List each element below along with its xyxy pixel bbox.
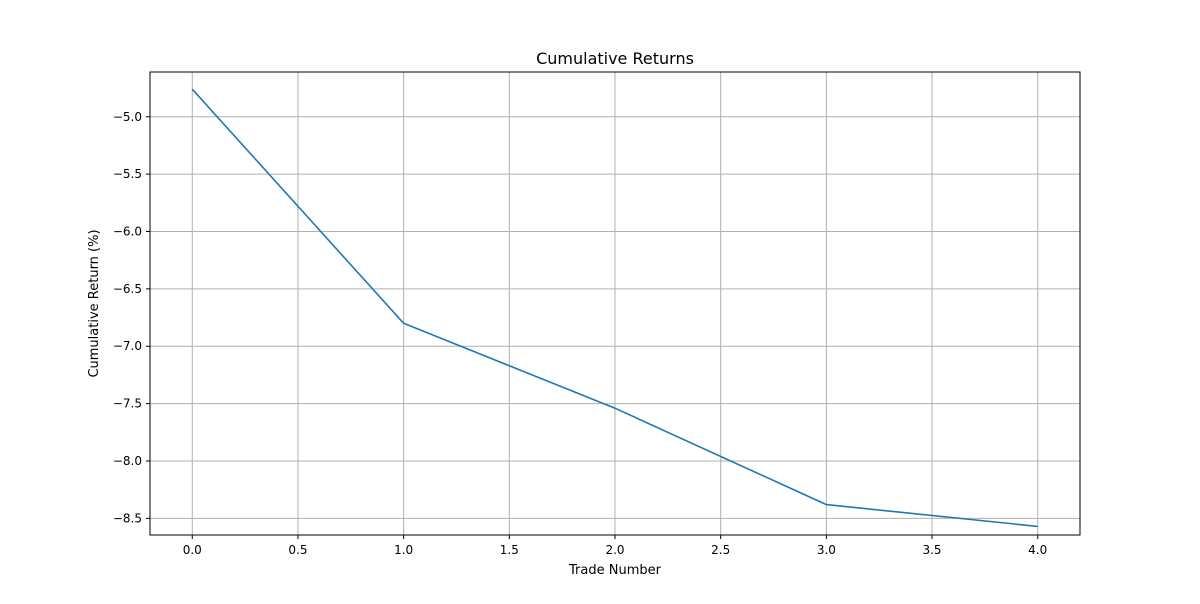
- x-tick-label: 1.0: [394, 543, 413, 557]
- x-tick-label: 0.5: [288, 543, 307, 557]
- y-axis: −5.0 −5.5 −6.0 −6.5 −7.0 −7.5 −8.0 −8.5: [113, 110, 150, 526]
- y-tick-label: −7.5: [113, 397, 142, 411]
- y-tick-label: −8.0: [113, 454, 142, 468]
- x-tick-label: 4.0: [1028, 543, 1047, 557]
- x-tick-label: 3.5: [922, 543, 941, 557]
- x-tick-label: 2.0: [605, 543, 624, 557]
- x-axis-label: Trade Number: [568, 563, 662, 578]
- grid: [150, 72, 1080, 535]
- x-tick-label: 2.5: [711, 543, 730, 557]
- y-tick-label: −8.5: [113, 511, 142, 525]
- x-axis: 0.0 0.5 1.0 1.5 2.0 2.5 3.0 3.5 4.0: [183, 535, 1048, 557]
- y-tick-label: −6.5: [113, 282, 142, 296]
- chart-title: Cumulative Returns: [536, 49, 694, 68]
- y-axis-label: Cumulative Return (%): [87, 229, 102, 377]
- x-tick-label: 3.0: [817, 543, 836, 557]
- y-tick-label: −5.0: [113, 110, 142, 124]
- y-tick-label: −5.5: [113, 167, 142, 181]
- x-tick-label: 1.5: [500, 543, 519, 557]
- y-tick-label: −7.0: [113, 339, 142, 353]
- x-tick-label: 0.0: [183, 543, 202, 557]
- y-tick-label: −6.0: [113, 224, 142, 238]
